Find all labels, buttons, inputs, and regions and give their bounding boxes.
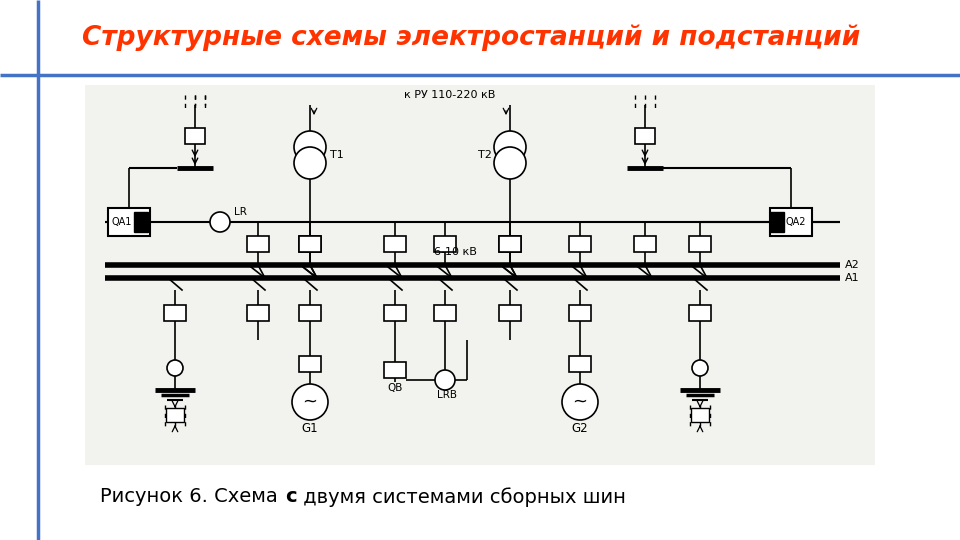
Bar	[691, 408, 709, 422]
Text: A2: A2	[845, 260, 860, 270]
Text: ~: ~	[572, 393, 588, 411]
Text: QB: QB	[387, 383, 402, 393]
Circle shape	[167, 360, 183, 376]
Bar	[134, 212, 148, 232]
Circle shape	[435, 370, 455, 390]
Bar	[164, 305, 186, 321]
Text: T1: T1	[330, 150, 344, 160]
Text: двумя системами сборных шин: двумя системами сборных шин	[297, 487, 626, 507]
Text: QA2: QA2	[786, 217, 806, 227]
Bar	[299, 236, 321, 252]
Bar	[569, 356, 591, 372]
Bar	[569, 236, 591, 252]
Circle shape	[692, 360, 708, 376]
Text: A1: A1	[845, 273, 859, 283]
Bar	[384, 305, 406, 321]
Bar	[247, 305, 269, 321]
Text: G1: G1	[301, 422, 319, 435]
Bar	[770, 212, 784, 232]
Bar	[384, 362, 406, 378]
Bar	[299, 305, 321, 321]
Bar	[247, 236, 269, 252]
Text: LR: LR	[234, 207, 247, 217]
Circle shape	[294, 147, 326, 179]
Bar	[499, 236, 521, 252]
Circle shape	[562, 384, 598, 420]
Bar	[85, 85, 875, 465]
Bar	[689, 236, 711, 252]
Bar	[635, 128, 655, 144]
Bar	[770, 208, 812, 236]
Text: QA1: QA1	[112, 217, 132, 227]
Bar	[634, 236, 656, 252]
Circle shape	[494, 147, 526, 179]
Bar	[434, 305, 456, 321]
Bar	[299, 236, 321, 252]
Bar	[185, 128, 205, 144]
Text: LRB: LRB	[437, 390, 457, 400]
Circle shape	[494, 131, 526, 163]
Circle shape	[292, 384, 328, 420]
Text: 6-10 кВ: 6-10 кВ	[434, 247, 476, 257]
Circle shape	[210, 212, 230, 232]
Text: с: с	[285, 488, 297, 507]
Bar	[299, 356, 321, 372]
Bar	[384, 236, 406, 252]
Text: T2: T2	[478, 150, 492, 160]
Bar	[434, 236, 456, 252]
Text: Структурные схемы электростанций и подстанций: Структурные схемы электростанций и подст…	[82, 25, 860, 51]
Text: к РУ 110-220 кВ: к РУ 110-220 кВ	[404, 90, 495, 100]
Bar	[166, 408, 184, 422]
Bar	[569, 305, 591, 321]
Text: ~: ~	[302, 393, 318, 411]
Bar	[499, 305, 521, 321]
Text: G2: G2	[572, 422, 588, 435]
Bar	[689, 305, 711, 321]
Text: Рисунок 6. Схема: Рисунок 6. Схема	[100, 488, 284, 507]
Bar	[108, 208, 150, 236]
Bar	[499, 236, 521, 252]
Circle shape	[294, 131, 326, 163]
